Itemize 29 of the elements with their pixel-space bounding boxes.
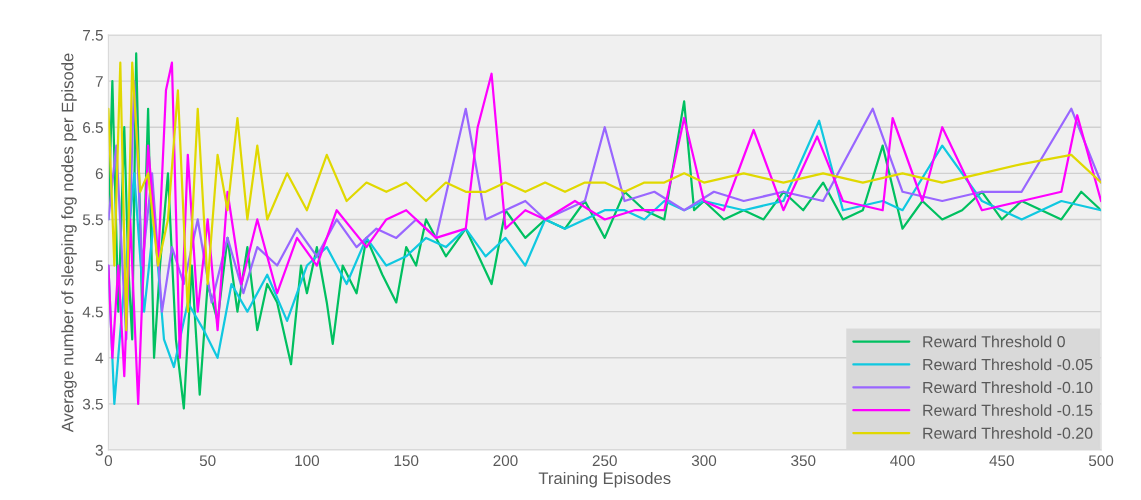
y-tick-label: 6.5 [83, 122, 103, 133]
x-tick-label: 200 [493, 455, 518, 467]
y-tick-label: 5 [95, 260, 103, 272]
x-tick-label: 50 [199, 455, 216, 467]
y-tick-label: 5.5 [82, 214, 103, 226]
y-tick-label: 4 [95, 352, 104, 364]
x-tick-label: 400 [890, 455, 915, 467]
x-tick-label: 0 [104, 455, 113, 467]
x-tick-label: 100 [295, 455, 320, 467]
x-tick-label: 350 [791, 455, 816, 467]
x-tick-label: 450 [989, 455, 1014, 467]
y-axis-title: Average number of sleeping fog nodes per Episode [61, 53, 77, 433]
y-tick-label: 7.5 [83, 30, 103, 41]
legend-label: Reward Threshold 0 [923, 335, 1065, 348]
x-tick-label: 300 [691, 455, 717, 467]
y-tick-label: 3 [95, 444, 103, 456]
legend-label: Reward Threshold -0.05 [923, 358, 1093, 371]
x-axis-title: Training Episodes [538, 471, 671, 488]
y-tick-label: 4.5 [82, 306, 103, 318]
x-tick-label: 500 [1088, 455, 1114, 467]
legend-label: Reward Threshold -0.20 [923, 427, 1093, 439]
x-tick-label: 250 [592, 455, 617, 467]
legend-label: Reward Threshold -0.15 [923, 404, 1093, 416]
x-tick-label: 150 [394, 455, 419, 467]
y-tick-label: 6 [95, 168, 103, 180]
y-tick-label: 7 [95, 76, 103, 87]
line-series [108, 119, 1102, 405]
y-tick-label: 3.5 [82, 398, 103, 410]
legend-label: Reward Threshold -0.10 [923, 381, 1093, 394]
